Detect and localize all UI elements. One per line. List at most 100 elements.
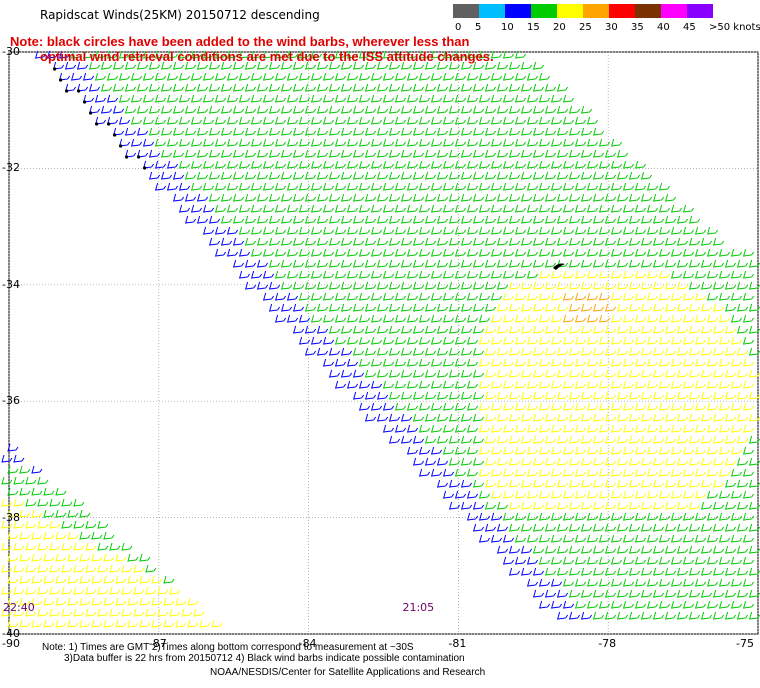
wind-barb — [145, 586, 157, 595]
wind-barb — [298, 72, 311, 81]
wind-barb — [520, 281, 533, 290]
wind-barb — [724, 413, 737, 422]
wind-barb — [514, 270, 527, 279]
wind-barb — [430, 204, 443, 213]
wind-barb — [586, 358, 599, 367]
wind-barb — [109, 608, 121, 617]
legend-label: 45 — [683, 22, 696, 33]
wind-barb — [688, 435, 701, 444]
wind-barb — [328, 127, 341, 136]
wind-barb — [478, 512, 491, 521]
wind-barb — [598, 446, 611, 455]
wind-barb — [133, 586, 145, 595]
wind-barb — [478, 138, 491, 147]
wind-barb — [508, 193, 521, 202]
wind-barb — [640, 523, 653, 532]
wind-barb — [7, 487, 19, 496]
wind-barb — [526, 490, 539, 499]
wind-barb — [79, 575, 91, 584]
wind-barb — [133, 564, 145, 573]
wind-barb — [232, 83, 245, 92]
wind-barb — [610, 534, 623, 543]
wind-barb — [592, 347, 605, 356]
wind-barb — [376, 149, 389, 158]
wind-barb — [184, 215, 197, 224]
wind-barb — [448, 479, 461, 488]
wind-barb — [484, 347, 497, 356]
wind-barb — [226, 248, 239, 257]
wind-barb — [724, 457, 737, 466]
wind-barb — [472, 391, 485, 400]
wind-barb — [274, 270, 287, 279]
wind-barb — [466, 336, 479, 345]
wind-barb — [37, 608, 49, 617]
wind-barb — [322, 248, 335, 257]
wind-barb — [43, 531, 55, 540]
wind-barb — [628, 545, 641, 554]
wind-barb — [736, 303, 749, 312]
wind-barb — [382, 402, 395, 411]
wind-barb — [166, 160, 179, 169]
wind-barb — [400, 61, 413, 70]
wind-barb — [82, 50, 95, 59]
wind-barb — [484, 61, 497, 70]
wind-barb — [220, 61, 233, 70]
wind-barb — [340, 171, 353, 180]
wind-barb — [454, 72, 467, 81]
wind-barb — [556, 325, 569, 334]
wind-barb — [418, 138, 431, 147]
wind-barb — [544, 215, 557, 224]
wind-barb — [430, 116, 443, 125]
wind-barb — [586, 226, 599, 235]
wind-barb — [748, 435, 760, 444]
wind-barb — [454, 446, 467, 455]
wind-barb — [208, 105, 221, 114]
legend-swatch — [583, 4, 609, 18]
wind-barb — [430, 50, 443, 59]
wind-barb — [634, 578, 647, 587]
wind-barb — [25, 520, 37, 529]
wind-barb — [346, 314, 359, 323]
wind-barb — [598, 468, 611, 477]
wind-barb — [238, 138, 251, 147]
wind-barb — [586, 468, 599, 477]
wind-barb — [406, 138, 419, 147]
wind-barb — [616, 501, 629, 510]
wind-barb — [448, 61, 461, 70]
wind-barb — [232, 171, 245, 180]
wind-barb — [742, 534, 755, 543]
wind-barb — [550, 182, 563, 191]
wind-barb — [712, 545, 725, 554]
wind-barb — [502, 556, 515, 565]
wind-barb — [340, 149, 353, 158]
wind-barb — [478, 380, 491, 389]
wind-barb — [544, 457, 557, 466]
wind-barb — [664, 435, 677, 444]
wind-barb — [484, 391, 497, 400]
wind-barb — [652, 193, 665, 202]
wind-barb — [544, 347, 557, 356]
wind-barb — [574, 534, 587, 543]
wind-barb — [196, 127, 209, 136]
wind-barb — [724, 281, 737, 290]
wind-barb — [376, 413, 389, 422]
wind-barb — [328, 303, 341, 312]
legend-label: 10 — [501, 22, 514, 33]
wind-barb — [262, 226, 275, 235]
wind-barb — [310, 72, 323, 81]
wind-barb — [718, 358, 731, 367]
wind-barb — [370, 72, 383, 81]
wind-barb — [730, 314, 743, 323]
wind-barb — [250, 204, 263, 213]
wind-barb — [610, 578, 623, 587]
wind-barb — [310, 204, 323, 213]
wind-barb — [532, 105, 545, 114]
wind-barb — [268, 105, 281, 114]
wind-barb — [676, 259, 689, 268]
wind-barb — [730, 512, 743, 521]
wind-barb — [496, 281, 509, 290]
wind-barb — [622, 270, 635, 279]
wind-barb — [292, 325, 305, 334]
wind-barb — [592, 611, 605, 620]
wind-barb — [298, 116, 311, 125]
